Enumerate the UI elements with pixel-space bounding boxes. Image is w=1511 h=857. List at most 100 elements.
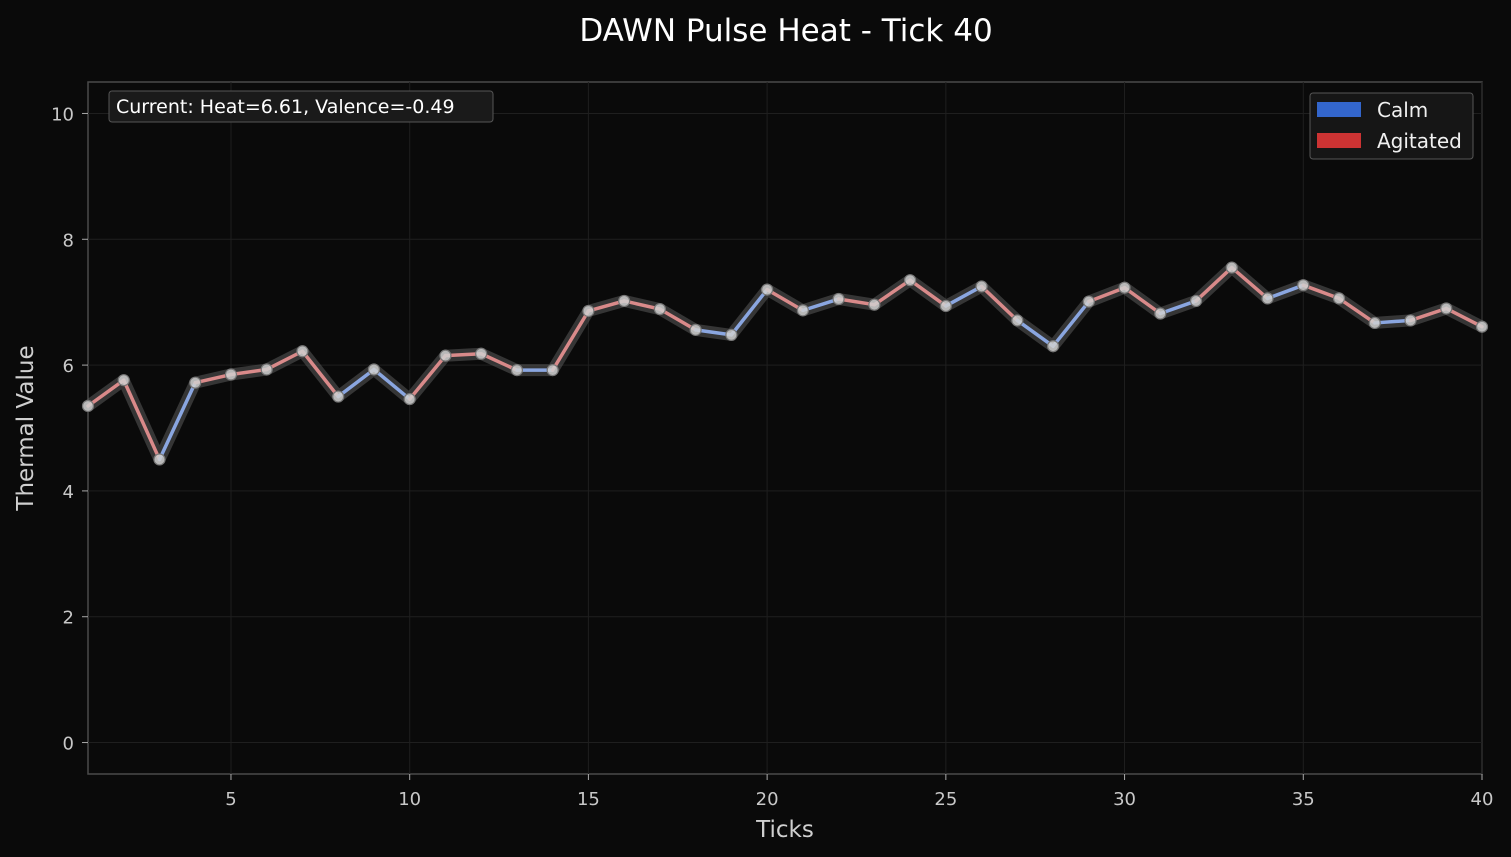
annotation-text: Current: Heat=6.61, Valence=-0.49: [116, 96, 455, 118]
x-tick-label: 40: [1471, 789, 1494, 810]
x-axis-ticks: 5 10 15 20 25 30 35 40: [225, 774, 1493, 810]
line-segment-calm: [1265, 283, 1306, 301]
data-point: [904, 274, 917, 287]
line-segment-agitated: [622, 299, 662, 311]
legend-label-agitated: Agitated: [1377, 129, 1462, 153]
y-tick-label: 10: [51, 104, 74, 125]
y-tick-label: 8: [63, 230, 74, 251]
line-segment-agitated: [121, 378, 162, 462]
line-segment-calm: [1051, 299, 1091, 348]
line-segment-calm: [1158, 299, 1198, 316]
line-segment-agitated: [872, 278, 912, 307]
x-tick-label: 35: [1292, 789, 1315, 810]
line-segment-agitated: [586, 299, 626, 313]
x-axis-label: Ticks: [755, 817, 814, 843]
line-segment-calm: [944, 284, 984, 308]
y-axis-label: Thermal Value: [13, 345, 39, 511]
data-point: [796, 304, 809, 317]
data-point: [1189, 294, 1203, 308]
legend-label-calm: Calm: [1377, 98, 1428, 122]
y-tick-label: 0: [63, 734, 74, 755]
line-segment-calm: [336, 367, 376, 399]
data-point: [153, 453, 166, 466]
data-point: [475, 347, 488, 360]
annotation-box: Current: Heat=6.61, Valence=-0.49: [108, 90, 494, 123]
line-segment-agitated: [658, 307, 698, 332]
chart-title: DAWN Pulse Heat - Tick 40: [579, 13, 992, 49]
line-segment-agitated: [1444, 306, 1484, 329]
data-point: [939, 299, 952, 313]
data-point: [332, 390, 345, 403]
line-segment-calm: [372, 367, 412, 401]
x-tick-label: 25: [934, 789, 957, 810]
data-point: [761, 283, 774, 296]
x-tick-label: 30: [1113, 789, 1136, 810]
data-point: [81, 399, 95, 413]
data-point: [868, 298, 881, 311]
line-segment-agitated: [479, 352, 519, 372]
data-point: [1261, 292, 1274, 305]
data-point: [1011, 314, 1024, 327]
data-point: [224, 368, 238, 381]
y-axis-ticks: 0 2 4 6 8 10: [51, 104, 88, 755]
data-point: [832, 292, 845, 306]
line-segment-agitated: [979, 284, 1020, 323]
data-point: [582, 304, 595, 318]
data-point: [1154, 307, 1167, 320]
data-point: [296, 345, 309, 358]
data-point: [1404, 314, 1417, 327]
data-point: [1082, 295, 1095, 308]
data-point: [260, 363, 273, 376]
data-point: [1225, 261, 1238, 274]
data-point: [1475, 320, 1489, 333]
data-point: [117, 374, 130, 387]
data-point: [975, 280, 988, 293]
x-tick-label: 20: [756, 789, 779, 810]
data-point: [546, 364, 559, 377]
line-segment-agitated: [86, 378, 126, 408]
data-point: [653, 303, 666, 316]
data-point: [1297, 279, 1310, 292]
line-segment-agitated: [1408, 306, 1449, 323]
legend-swatch-calm: [1317, 102, 1361, 117]
x-tick-label: 5: [225, 789, 236, 810]
line-segment-calm: [801, 297, 841, 313]
line-segment-agitated: [908, 278, 948, 308]
line-segment-agitated: [193, 372, 233, 385]
data-point: [1332, 292, 1346, 305]
line-segment-agitated: [1122, 285, 1163, 316]
plot-area: [87, 81, 1483, 775]
data-point: [618, 294, 631, 308]
line-segment-agitated: [765, 287, 805, 313]
data-point: [1368, 316, 1381, 330]
line-segment-agitated: [1230, 265, 1270, 301]
line-segment-agitated: [1337, 296, 1377, 325]
annotation-background: [108, 90, 494, 123]
line-segment-agitated: [550, 309, 591, 372]
line-segment-agitated: [1087, 285, 1127, 304]
y-tick-label: 4: [63, 482, 74, 503]
x-tick-label: 10: [398, 789, 421, 810]
line-segment-agitated: [264, 349, 305, 372]
data-point: [189, 376, 202, 389]
data-point: [1046, 340, 1060, 353]
data-point: [1440, 302, 1453, 315]
data-point: [510, 364, 524, 377]
data-point: [403, 392, 416, 406]
line-segment-calm: [157, 380, 197, 462]
data-point: [689, 323, 702, 336]
line-segment-agitated: [1194, 265, 1234, 303]
data-markers: [81, 261, 1489, 466]
x-tick-label: 15: [577, 789, 600, 810]
line-segment-agitated: [1301, 283, 1341, 301]
data-line: [82, 261, 1488, 466]
data-point: [1118, 281, 1131, 294]
legend-swatch-agitated: [1317, 133, 1361, 148]
line-segment-calm: [1015, 318, 1055, 348]
y-tick-label: 2: [63, 608, 74, 629]
legend: Calm Agitated: [1309, 92, 1474, 160]
data-point: [725, 328, 738, 341]
data-point: [367, 363, 381, 376]
